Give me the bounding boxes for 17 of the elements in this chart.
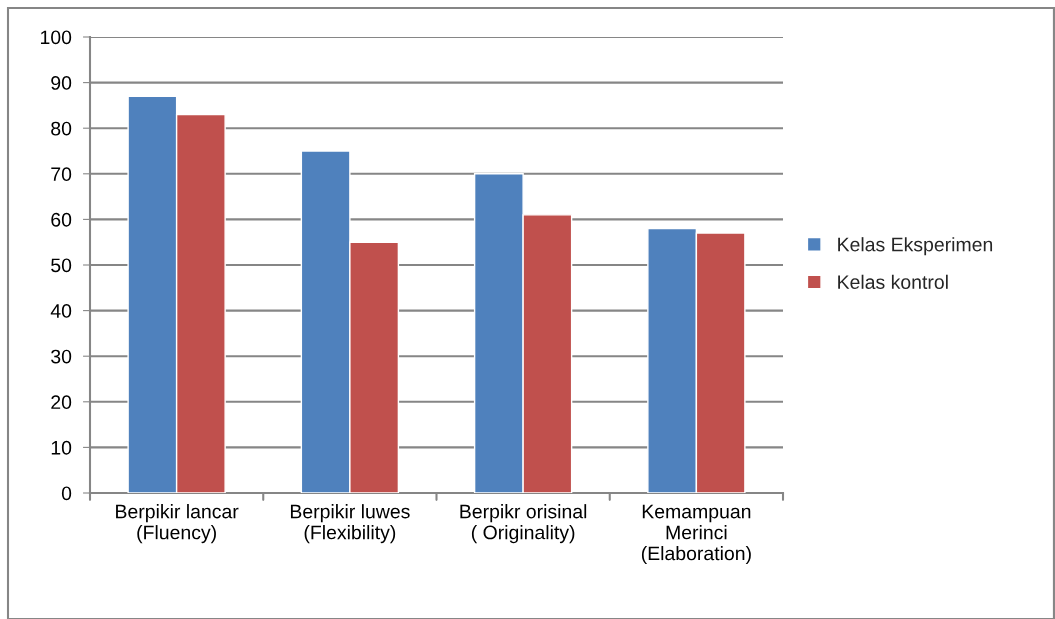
y-tick-label: 50 (51, 258, 72, 273)
y-tick-label: 70 (51, 167, 72, 182)
x-tick-label: Berpikir lancar (Fluency) (116, 504, 239, 544)
y-tick-label: 60 (51, 212, 72, 227)
y-tick-label: 40 (50, 304, 72, 318)
legend-label: Kelas kontrol (838, 274, 948, 289)
y-tick-label: 20 (51, 395, 72, 410)
y-tick-label: 30 (51, 349, 72, 364)
y-tick-label: 0 (61, 486, 72, 501)
legend-label: Kelas Eksperimen (838, 237, 993, 256)
y-tick-label: 80 (51, 121, 72, 136)
x-tick-label: Berpikr orisinal ( Originality) (460, 504, 587, 544)
x-tick-label: Berpikir luwes (Flexibility) (290, 504, 410, 544)
x-tick-label: Kemampuan Merinci (Elaboration) (641, 504, 751, 565)
y-tick-label: 10 (51, 440, 72, 455)
y-tick-label: 90 (51, 76, 72, 90)
y-tick-label: 100 (40, 30, 72, 45)
